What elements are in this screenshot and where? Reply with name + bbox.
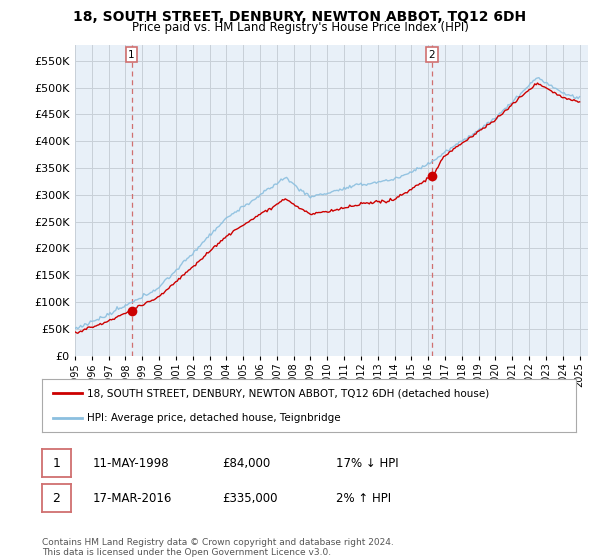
Text: £84,000: £84,000 <box>222 456 270 470</box>
Text: 2% ↑ HPI: 2% ↑ HPI <box>336 492 391 505</box>
Text: Contains HM Land Registry data © Crown copyright and database right 2024.
This d: Contains HM Land Registry data © Crown c… <box>42 538 394 557</box>
Text: 1: 1 <box>52 456 61 470</box>
Text: HPI: Average price, detached house, Teignbridge: HPI: Average price, detached house, Teig… <box>88 413 341 423</box>
Text: 18, SOUTH STREET, DENBURY, NEWTON ABBOT, TQ12 6DH: 18, SOUTH STREET, DENBURY, NEWTON ABBOT,… <box>73 10 527 24</box>
Text: 17% ↓ HPI: 17% ↓ HPI <box>336 456 398 470</box>
Text: 17-MAR-2016: 17-MAR-2016 <box>93 492 172 505</box>
Text: Price paid vs. HM Land Registry's House Price Index (HPI): Price paid vs. HM Land Registry's House … <box>131 21 469 34</box>
Text: £335,000: £335,000 <box>222 492 277 505</box>
Text: 1: 1 <box>128 50 135 60</box>
Text: 18, SOUTH STREET, DENBURY, NEWTON ABBOT, TQ12 6DH (detached house): 18, SOUTH STREET, DENBURY, NEWTON ABBOT,… <box>88 389 490 399</box>
Text: 2: 2 <box>428 50 435 60</box>
Text: 2: 2 <box>52 492 61 505</box>
Text: 11-MAY-1998: 11-MAY-1998 <box>93 456 170 470</box>
